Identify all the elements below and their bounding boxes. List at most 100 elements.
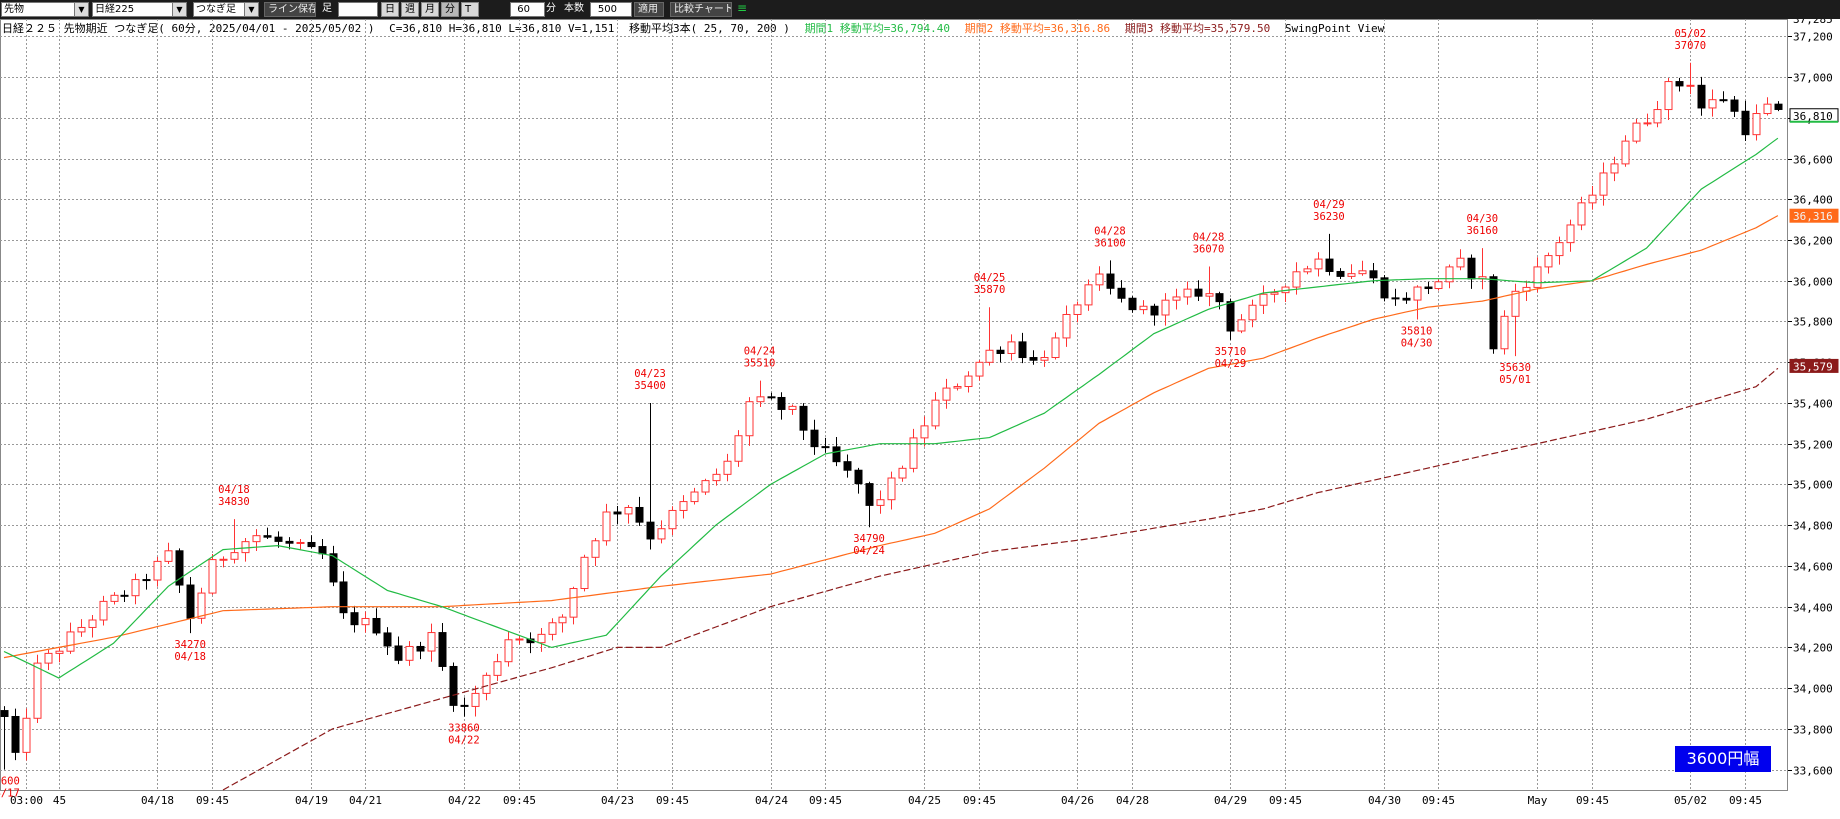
candle-down xyxy=(1391,297,1400,300)
swing-label: 33600 xyxy=(0,776,20,788)
y-tick-label: 33,800 xyxy=(1793,724,1833,737)
candle-down xyxy=(1774,103,1783,110)
candle-up xyxy=(197,592,206,619)
x-tick-label: 09:45 xyxy=(1422,794,1455,807)
x-tick-label: 09:45 xyxy=(1269,794,1302,807)
swing-label: 37070 xyxy=(1674,40,1706,52)
candle-up xyxy=(493,661,502,676)
candle-up xyxy=(1566,224,1575,244)
candle-up xyxy=(1664,81,1673,111)
candle-down xyxy=(1029,357,1038,361)
period-minute-button[interactable]: 分 xyxy=(441,2,459,17)
y-tick-label: 34,800 xyxy=(1793,520,1833,533)
ma2-price-tag: 36,316 xyxy=(1793,210,1833,223)
minute-value-input[interactable]: 60 xyxy=(510,2,545,17)
ma2-price-tag-box xyxy=(1789,208,1839,223)
candle-up xyxy=(624,506,633,515)
x-tick-label: 09:45 xyxy=(196,794,229,807)
candle-down xyxy=(821,446,830,449)
candle-down xyxy=(0,710,9,717)
x-tick-label: 09:45 xyxy=(963,794,996,807)
candle-down xyxy=(1106,273,1115,289)
candle-up xyxy=(723,460,732,475)
candle-up xyxy=(887,477,896,501)
ohlcv-readout: C=36,810 H=36,810 L=36,810 V=1,151 xyxy=(389,22,615,35)
y-tick-label: 35,000 xyxy=(1793,479,1833,492)
swing-label: 33860 xyxy=(448,723,480,735)
candle-up xyxy=(1643,122,1652,125)
candle-down xyxy=(1424,286,1433,290)
candle-down xyxy=(1226,301,1235,332)
candle-up xyxy=(241,541,250,554)
candle-down xyxy=(613,511,622,515)
swing-label: 04/30 xyxy=(1466,213,1498,225)
period-week-button[interactable]: 週 xyxy=(401,2,419,17)
candle-down xyxy=(832,446,841,463)
candle-up xyxy=(1445,266,1454,283)
instrument-select[interactable]: 日経225 ▼ xyxy=(92,2,187,17)
candle-up xyxy=(690,491,699,503)
candle-up xyxy=(931,399,940,427)
bars-input[interactable]: 500 xyxy=(590,2,632,17)
candle-down xyxy=(318,546,327,555)
contract-type-value: つなぎ足 xyxy=(196,4,236,15)
x-tick-label: 09:45 xyxy=(1729,794,1762,807)
period-tick-button[interactable]: T xyxy=(461,2,479,17)
candle-down xyxy=(1380,277,1389,299)
candle-down xyxy=(449,665,458,706)
y-tick-label: 33,600 xyxy=(1793,765,1833,778)
candle-up xyxy=(1358,270,1367,275)
candle-up xyxy=(788,405,797,410)
candlestick-chart[interactable]: 33,600 33,800 34,000 34,200 34,400 34,600 34,8… xyxy=(0,19,1840,819)
chevron-down-icon[interactable]: ▼ xyxy=(172,3,186,16)
chevron-down-icon[interactable]: ▼ xyxy=(244,3,258,16)
candle-up xyxy=(164,550,173,562)
market-select[interactable]: 先物 ▼ xyxy=(1,2,89,17)
candle-up xyxy=(876,499,885,506)
ma3-readout: 期間3 移動平均=35,579.50 xyxy=(1124,22,1271,35)
contract-type-select[interactable]: つなぎ足 ▼ xyxy=(193,2,259,17)
candle-up xyxy=(66,631,75,652)
period-month-button[interactable]: 月 xyxy=(421,2,439,17)
swing-label: 04/17 xyxy=(0,788,20,800)
candle-down xyxy=(1697,84,1706,109)
chevron-down-icon[interactable]: ▼ xyxy=(74,3,88,16)
candle-up xyxy=(953,386,962,389)
candle-up xyxy=(1270,292,1279,295)
swing-label: 04/30 xyxy=(1401,337,1433,349)
candle-up xyxy=(942,387,951,401)
y-tick-label: 34,200 xyxy=(1793,642,1833,655)
last-price-tag: 36,810 xyxy=(1793,110,1833,123)
candle-down xyxy=(274,536,283,542)
candle-down xyxy=(777,396,786,410)
candle-up xyxy=(580,556,589,590)
range-badge: 3600円幅 xyxy=(1675,746,1771,772)
swing-label: 35710 xyxy=(1215,346,1247,358)
candle-down xyxy=(843,461,852,471)
candle-up xyxy=(569,588,578,618)
x-tick-label: 04/21 xyxy=(349,794,382,807)
ashi-stepper[interactable] xyxy=(338,2,378,17)
x-tick-label: 04/24 xyxy=(755,794,788,807)
candle-down xyxy=(1730,99,1739,112)
candle-down xyxy=(350,612,359,626)
compare-chart-button[interactable]: 比較チャート xyxy=(670,2,732,17)
swing-label: 04/29 xyxy=(1313,199,1345,211)
candle-down xyxy=(635,506,644,523)
candle-down xyxy=(1194,288,1203,297)
swing-label: 35870 xyxy=(974,284,1006,296)
apply-button[interactable]: 適用 xyxy=(634,2,664,17)
candle-up xyxy=(1073,304,1082,315)
y-tick-label: 34,000 xyxy=(1793,683,1833,696)
line-save-button[interactable]: ライン保存 xyxy=(264,2,316,17)
y-tick-label-clipped: 37,285 xyxy=(1793,19,1833,26)
minute-unit-label: 分 xyxy=(546,3,556,14)
period-day-button[interactable]: 日 xyxy=(381,2,399,17)
ashi-label: 足 xyxy=(322,3,332,14)
y-tick-label: 35,800 xyxy=(1793,316,1833,329)
y-tick-label: 37,200 xyxy=(1793,31,1833,44)
candle-up xyxy=(1632,122,1641,142)
ma-settings-icon[interactable]: ≡ xyxy=(737,2,748,15)
candle-up xyxy=(679,501,688,511)
candle-up xyxy=(712,473,721,482)
